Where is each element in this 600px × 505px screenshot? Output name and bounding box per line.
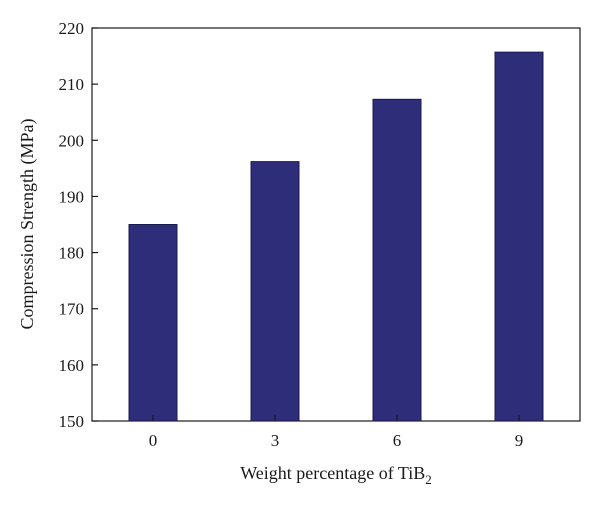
y-tick-label: 220 <box>59 19 85 38</box>
plot-frame <box>91 27 581 422</box>
y-axis-ticks: 150 160 170 180 190 200 210 220 <box>59 19 98 431</box>
y-tick-label: 210 <box>59 75 85 94</box>
bar-3 <box>250 161 300 422</box>
y-tick-label: 200 <box>59 131 85 150</box>
y-tick-label: 160 <box>59 356 85 375</box>
y-tick-label: 180 <box>59 244 85 263</box>
x-axis-ticks: 0 3 6 9 <box>149 415 524 450</box>
bars-group <box>128 51 544 422</box>
y-tick-label: 150 <box>59 412 85 431</box>
y-axis-title: Compression Strength (MPa) <box>17 119 38 330</box>
x-tick-label: 6 <box>393 431 402 450</box>
x-axis-title: Weight percentage of TiB2 <box>240 463 432 487</box>
plot-area: 150 160 170 180 190 200 210 220 0 3 6 9 <box>59 19 581 450</box>
y-tick-label: 170 <box>59 300 85 319</box>
x-tick-label: 0 <box>149 431 158 450</box>
y-tick-label: 190 <box>59 187 85 206</box>
bar-0 <box>128 224 178 422</box>
bar-9 <box>494 51 544 422</box>
bar-6 <box>372 98 422 422</box>
x-tick-label: 3 <box>271 431 280 450</box>
x-axis-title-main: Weight percentage of TiB <box>240 463 425 483</box>
x-tick-label: 9 <box>515 431 524 450</box>
x-axis-title-subscript: 2 <box>425 472 432 487</box>
